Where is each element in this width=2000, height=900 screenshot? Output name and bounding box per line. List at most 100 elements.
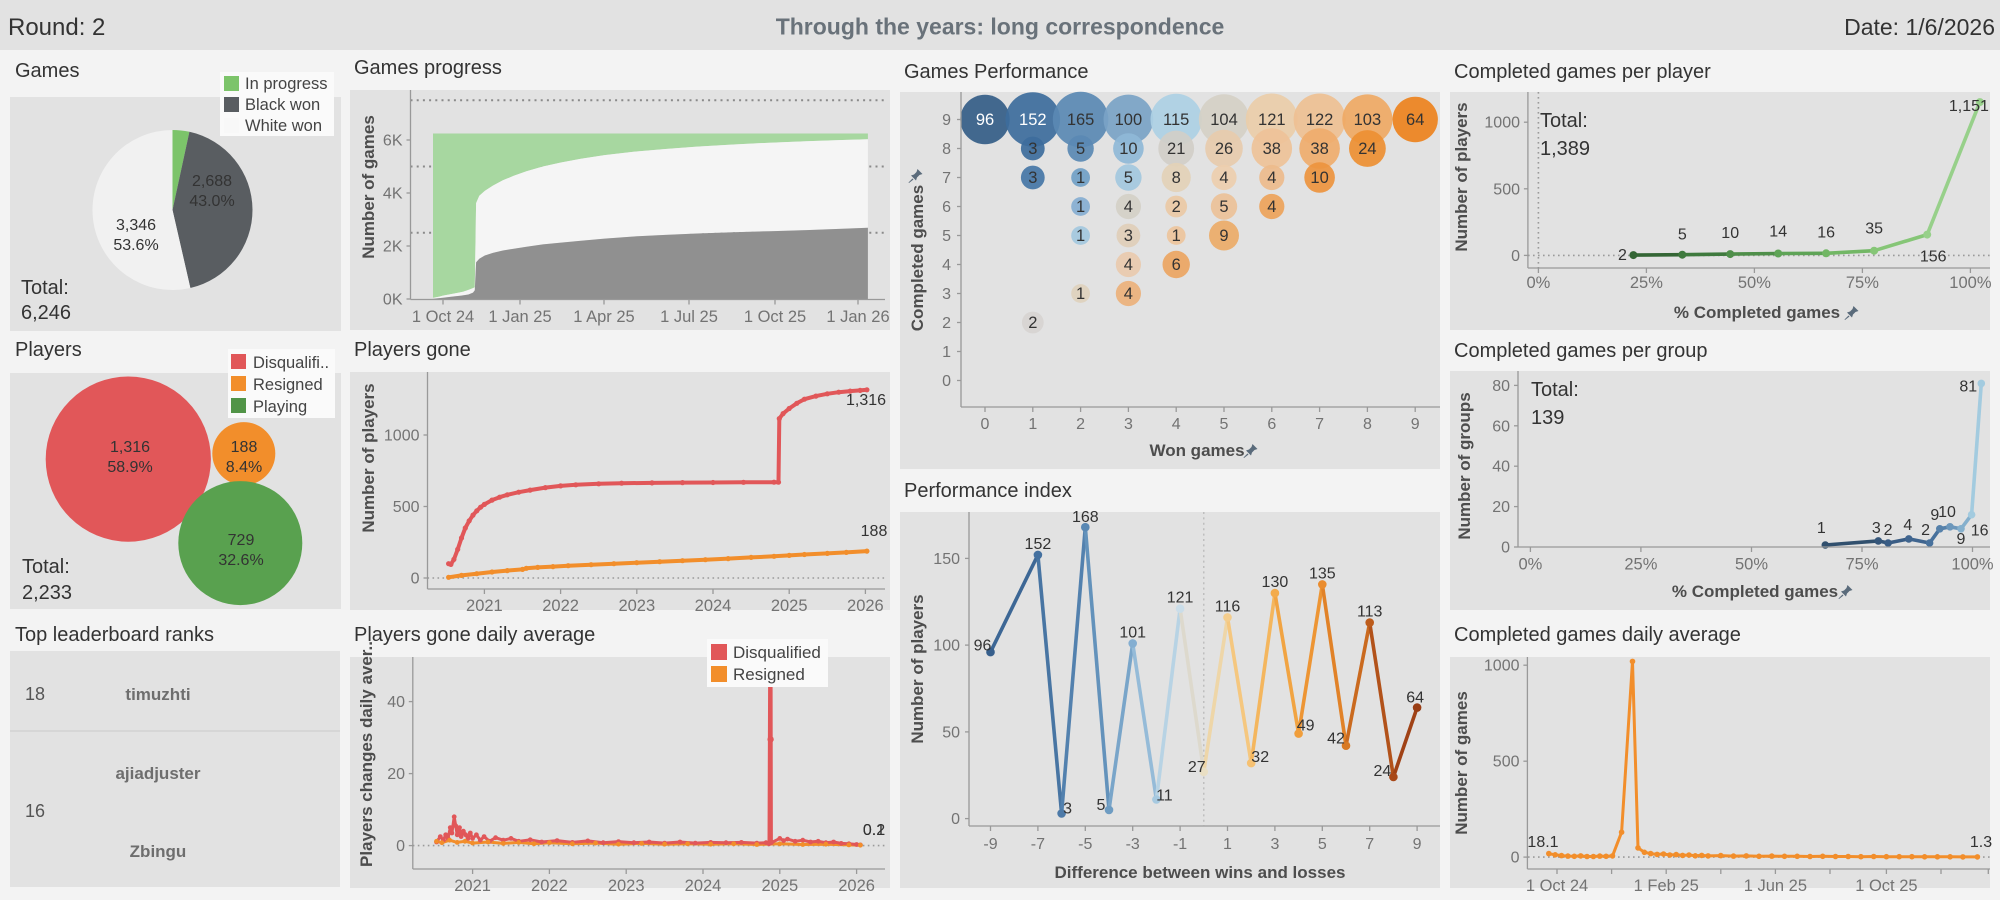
svg-text:14: 14 [1769, 224, 1787, 241]
svg-text:10: 10 [1119, 140, 1137, 158]
svg-text:0: 0 [1511, 248, 1520, 265]
svg-text:5: 5 [1124, 169, 1133, 187]
svg-text:6: 6 [1172, 256, 1181, 274]
svg-text:32: 32 [1251, 749, 1269, 766]
svg-text:2023: 2023 [608, 877, 645, 895]
svg-text:1: 1 [1172, 227, 1181, 245]
svg-text:49: 49 [1297, 718, 1315, 735]
svg-text:9: 9 [1413, 836, 1422, 853]
svg-text:38: 38 [1263, 140, 1281, 158]
svg-text:0: 0 [981, 416, 990, 433]
svg-text:1 Oct 24: 1 Oct 24 [1526, 877, 1588, 895]
svg-text:ajiadjuster: ajiadjuster [115, 764, 200, 783]
svg-text:0%: 0% [1526, 274, 1550, 292]
svg-text:121: 121 [1167, 590, 1194, 607]
svg-text:75%: 75% [1845, 556, 1878, 574]
svg-text:2026: 2026 [838, 877, 875, 895]
svg-text:Date: 1/6/2026: Date: 1/6/2026 [1844, 14, 1995, 40]
svg-text:4: 4 [1124, 198, 1133, 216]
svg-text:Number of players: Number of players [359, 383, 378, 532]
svg-text:Playing: Playing [253, 398, 307, 416]
svg-text:5: 5 [1318, 836, 1327, 853]
svg-text:35: 35 [1865, 221, 1883, 238]
svg-text:139: 139 [1531, 407, 1564, 429]
svg-text:0: 0 [1501, 540, 1510, 557]
svg-text:Won games: Won games [1149, 441, 1244, 460]
svg-text:10: 10 [1938, 504, 1956, 521]
svg-text:0: 0 [942, 373, 951, 390]
svg-text:Games Performance: Games Performance [904, 61, 1089, 83]
svg-text:Black won: Black won [245, 96, 320, 114]
svg-text:6: 6 [942, 199, 951, 216]
svg-text:4: 4 [1267, 169, 1276, 187]
svg-text:timuzhti: timuzhti [125, 685, 190, 704]
svg-text:-1: -1 [1173, 836, 1187, 853]
svg-text:Completed games per player: Completed games per player [1454, 61, 1711, 83]
svg-text:500: 500 [1493, 181, 1520, 198]
svg-text:25%: 25% [1630, 274, 1663, 292]
svg-text:81: 81 [1959, 378, 1977, 395]
svg-text:100%: 100% [1949, 274, 1992, 292]
svg-text:3: 3 [1028, 169, 1037, 187]
svg-text:1 Jun 25: 1 Jun 25 [1744, 877, 1807, 895]
svg-text:38: 38 [1310, 140, 1328, 158]
svg-text:53.6%: 53.6% [113, 237, 158, 254]
svg-text:104: 104 [1210, 111, 1238, 129]
svg-text:1,389: 1,389 [1540, 138, 1590, 160]
svg-text:Performance index: Performance index [904, 480, 1072, 502]
svg-text:-9: -9 [983, 836, 997, 853]
svg-text:4: 4 [1172, 416, 1181, 433]
svg-text:% Completed games: % Completed games [1674, 303, 1840, 322]
svg-text:5: 5 [1097, 797, 1106, 814]
svg-text:3: 3 [942, 286, 951, 303]
svg-text:5: 5 [1219, 198, 1228, 216]
svg-text:2022: 2022 [531, 877, 568, 895]
svg-text:1 Feb 25: 1 Feb 25 [1634, 877, 1699, 895]
svg-text:10: 10 [1310, 169, 1328, 187]
svg-text:24: 24 [1358, 140, 1376, 158]
svg-text:1 Oct 24: 1 Oct 24 [412, 308, 474, 326]
svg-text:1: 1 [1076, 169, 1085, 187]
svg-text:7: 7 [1365, 836, 1374, 853]
svg-text:20: 20 [1492, 499, 1510, 516]
svg-text:100%: 100% [1951, 556, 1994, 574]
svg-text:3: 3 [1872, 520, 1881, 537]
svg-text:40: 40 [387, 694, 405, 711]
svg-text:Round: 2: Round: 2 [8, 14, 105, 41]
svg-text:10: 10 [1721, 225, 1739, 242]
svg-text:0.2: 0.2 [863, 822, 885, 839]
svg-text:Completed games: Completed games [908, 185, 927, 331]
svg-text:1: 1 [1076, 285, 1085, 303]
svg-text:7: 7 [942, 170, 951, 187]
svg-text:0: 0 [396, 838, 405, 855]
svg-text:-3: -3 [1126, 836, 1140, 853]
svg-text:1000: 1000 [1484, 658, 1520, 675]
svg-text:2021: 2021 [466, 597, 503, 615]
svg-text:Games progress: Games progress [354, 57, 502, 79]
svg-text:8: 8 [942, 141, 951, 158]
svg-text:3: 3 [1063, 800, 1072, 817]
svg-text:% Completed games: % Completed games [1672, 582, 1838, 601]
svg-text:2: 2 [942, 315, 951, 332]
svg-text:100: 100 [933, 638, 960, 655]
svg-text:32.6%: 32.6% [218, 552, 263, 569]
svg-text:20: 20 [387, 766, 405, 783]
svg-text:1 Jul 25: 1 Jul 25 [660, 308, 718, 326]
svg-text:1: 1 [942, 344, 951, 361]
svg-text:3: 3 [1270, 836, 1279, 853]
svg-text:96: 96 [976, 111, 994, 129]
svg-text:Resigned: Resigned [733, 665, 805, 684]
svg-text:2021: 2021 [454, 877, 491, 895]
svg-text:1,316: 1,316 [110, 439, 150, 456]
svg-text:1: 1 [1076, 227, 1085, 245]
svg-text:116: 116 [1215, 598, 1241, 615]
svg-text:Top leaderboard ranks: Top leaderboard ranks [15, 624, 214, 646]
svg-text:152: 152 [1019, 111, 1047, 129]
svg-text:2023: 2023 [618, 597, 655, 615]
svg-text:103: 103 [1354, 111, 1382, 129]
svg-text:White won: White won [245, 117, 322, 135]
svg-text:1,316: 1,316 [846, 392, 886, 409]
svg-text:0%: 0% [1518, 556, 1542, 574]
svg-text:16: 16 [1971, 523, 1989, 540]
svg-text:18.1: 18.1 [1527, 834, 1558, 851]
